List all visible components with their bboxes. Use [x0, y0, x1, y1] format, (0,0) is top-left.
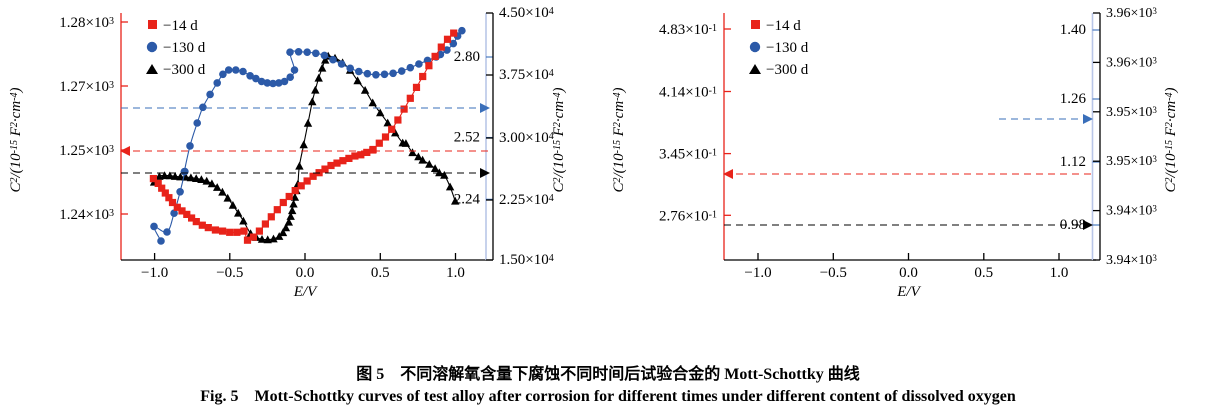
- svg-text:1.0: 1.0: [1050, 265, 1069, 281]
- svg-text:−0.5: −0.5: [216, 265, 243, 281]
- svg-text:C2/(10-15 F2·cm-4): C2/(10-15 F2·cm-4): [611, 87, 627, 192]
- svg-text:2.80: 2.80: [454, 49, 480, 65]
- svg-text:1.12: 1.12: [1060, 154, 1086, 170]
- svg-text:−300 d: −300 d: [766, 62, 809, 78]
- svg-text:1.26: 1.26: [1060, 91, 1087, 107]
- svg-text:−1.0: −1.0: [141, 265, 168, 281]
- svg-text:2.25×104: 2.25×104: [499, 192, 554, 208]
- svg-text:−130 d: −130 d: [163, 40, 206, 56]
- svg-text:2.52: 2.52: [454, 130, 480, 146]
- svg-text:3.00×104: 3.00×104: [499, 130, 554, 146]
- svg-text:3.94×103: 3.94×103: [1106, 253, 1157, 268]
- svg-text:C2/(10-15 F2·cm-4): C2/(10-15 F2·cm-4): [8, 87, 24, 192]
- svg-text:1.0: 1.0: [446, 265, 465, 281]
- svg-text:2.76×10-1: 2.76×10-1: [659, 208, 717, 224]
- svg-text:−130 d: −130 d: [766, 40, 809, 56]
- svg-text:0.0: 0.0: [899, 265, 918, 281]
- svg-text:4.14×10-1: 4.14×10-1: [659, 85, 717, 101]
- svg-text:2.24: 2.24: [454, 191, 481, 207]
- svg-text:−1.0: −1.0: [744, 265, 771, 281]
- svg-text:E/V: E/V: [896, 284, 921, 300]
- svg-text:3.96×103: 3.96×103: [1106, 6, 1157, 21]
- svg-text:1.50×104: 1.50×104: [499, 252, 554, 268]
- svg-text:0.0: 0.0: [296, 265, 315, 281]
- svg-text:3.95×103: 3.95×103: [1106, 154, 1157, 169]
- svg-text:4.50×104: 4.50×104: [499, 5, 554, 21]
- svg-text:3.75×104: 3.75×104: [499, 67, 554, 83]
- svg-text:3.96×103: 3.96×103: [1106, 55, 1157, 70]
- svg-text:1.25×103: 1.25×103: [59, 143, 114, 159]
- svg-text:C2/(10-15 F2·cm-4): C2/(10-15 F2·cm-4): [551, 87, 567, 192]
- svg-text:1.40: 1.40: [1060, 22, 1086, 38]
- svg-text:1.28×103: 1.28×103: [59, 15, 114, 31]
- svg-text:−14 d: −14 d: [766, 18, 801, 34]
- svg-text:3.94×103: 3.94×103: [1106, 203, 1157, 218]
- svg-text:−300 d: −300 d: [163, 62, 206, 78]
- svg-text:0.5: 0.5: [371, 265, 390, 281]
- svg-text:4.83×10-1: 4.83×10-1: [659, 22, 717, 38]
- svg-text:C2/(10-15 F2·cm-4): C2/(10-15 F2·cm-4): [1163, 87, 1179, 192]
- svg-text:1.24×103: 1.24×103: [59, 207, 114, 223]
- svg-text:3.45×10-1: 3.45×10-1: [659, 147, 717, 163]
- svg-text:1.27×103: 1.27×103: [59, 79, 114, 95]
- svg-text:−0.5: −0.5: [820, 265, 847, 281]
- svg-text:0.5: 0.5: [974, 265, 993, 281]
- svg-text:3.95×103: 3.95×103: [1106, 105, 1157, 120]
- svg-text:E/V: E/V: [293, 284, 318, 300]
- svg-text:−14 d: −14 d: [163, 18, 198, 34]
